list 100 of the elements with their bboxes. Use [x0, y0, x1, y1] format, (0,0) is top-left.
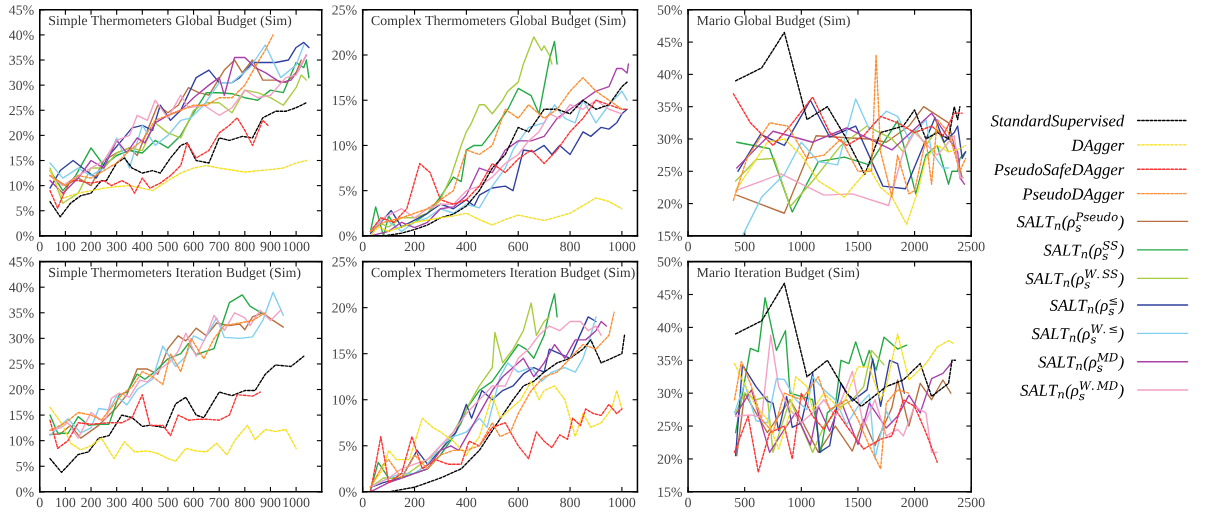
line-series: [741, 98, 950, 236]
x-tick-label: 0: [359, 497, 366, 508]
y-tick-label: 50%: [657, 5, 683, 15]
x-tick-label: 0: [359, 241, 366, 252]
line-series: [736, 112, 966, 185]
y-tick-label: 15%: [9, 156, 34, 166]
line-series: [49, 74, 308, 204]
legend-label: PseudoDAgger: [1022, 187, 1125, 204]
y-tick-label: 35%: [9, 308, 34, 318]
x-tick-label: 400: [132, 497, 153, 508]
line-series: [733, 392, 938, 473]
line-series: [732, 54, 967, 202]
y-tick-label: 15%: [332, 95, 357, 106]
x-tick-label: 400: [456, 241, 477, 252]
x-tick-label: 0: [685, 241, 691, 252]
y-tick-label: 15%: [9, 410, 34, 421]
x-tick-label: 1000: [788, 497, 815, 508]
line-series: [734, 361, 953, 454]
y-tick-label: 20%: [332, 50, 357, 60]
y-tick-label: 50%: [657, 257, 683, 267]
x-tick-label: 200: [81, 497, 101, 508]
y-tick-label: 25%: [9, 359, 34, 369]
text: SALT$_{n}$(ρ$^{Pseudo}$$_{s}$): [1016, 212, 1124, 232]
x-tick-label: 400: [456, 497, 477, 508]
y-tick-label: 20%: [9, 130, 34, 141]
x-tick-label: 2500: [957, 241, 985, 252]
y-tick-label: 5%: [16, 461, 34, 472]
legend-label: SALT$_{n}$(ρ$^{≤}$$_{s}$): [1049, 297, 1124, 316]
y-tick-label: 45%: [9, 257, 34, 267]
x-tick-label: 200: [404, 497, 425, 508]
y-tick-label: 30%: [9, 80, 34, 91]
line-series: [734, 31, 961, 176]
x-tick-label: 1000: [609, 497, 636, 508]
line-series: [49, 391, 261, 450]
legend-label: PseudoSafeDAgger: [993, 163, 1125, 179]
x-tick-label: 300: [106, 497, 127, 508]
y-tick-label: 30%: [9, 333, 34, 344]
y-tick-label: 30%: [657, 134, 683, 144]
y-tick-label: 5%: [16, 206, 34, 216]
y-tick-label: 40%: [657, 69, 683, 80]
chart-title: Complex Thermometers Iteration Budget (Sim): [371, 267, 635, 281]
x-tick-label: 1000: [609, 241, 636, 252]
x-tick-label: 600: [508, 497, 529, 508]
line-series: [49, 102, 308, 218]
line-series: [736, 105, 963, 214]
y-tick-label: 0%: [339, 231, 357, 241]
y-tick-label: 0%: [339, 487, 357, 497]
text: SALT$_{n}$(ρ$^{MD}$$_{s}$): [1038, 352, 1124, 372]
y-tick-label: 20%: [657, 199, 683, 209]
y-tick-label: 35%: [9, 55, 34, 66]
chart-title: Complex Thermometers Global Budget (Sim): [371, 15, 626, 29]
x-tick-label: 0: [36, 241, 43, 252]
line-series: [49, 159, 308, 199]
legend-label: DAgger: [1071, 139, 1125, 155]
x-tick-label: 500: [158, 497, 178, 508]
line-series: [734, 358, 906, 457]
y-tick-label: 45%: [657, 37, 683, 48]
x-tick-label: 1500: [845, 241, 872, 252]
y-tick-label: 10%: [9, 436, 34, 446]
x-tick-label: 0: [36, 497, 43, 508]
y-tick-label: 25%: [332, 257, 357, 267]
y-tick-label: 15%: [658, 231, 683, 241]
y-tick-label: 20%: [9, 385, 34, 395]
x-tick-label: 800: [234, 497, 255, 508]
line-series: [736, 120, 967, 213]
y-tick-label: 15%: [658, 487, 683, 497]
y-tick-label: 35%: [657, 355, 683, 366]
text: SALT$_{n}$(ρ$^{W.MD}$$_{s}$): [1020, 381, 1124, 401]
line-series: [733, 376, 893, 459]
x-tick-label: 1000: [283, 241, 310, 252]
y-tick-label: 20%: [657, 454, 683, 464]
x-tick-label: 2000: [901, 241, 928, 252]
line-series: [737, 99, 967, 190]
line-series: [49, 355, 305, 474]
line-series: [49, 117, 269, 209]
text: SALT$_{n}$(ρ$^{W.SS}$$_{s}$): [1025, 269, 1124, 289]
y-tick-label: 20%: [332, 303, 357, 313]
chart-title: Simple Thermometers Global Budget (Sim): [49, 15, 292, 29]
line-series: [372, 380, 623, 484]
y-tick-label: 30%: [657, 388, 683, 399]
x-tick-label: 1500: [845, 497, 872, 508]
line-series: [732, 93, 963, 147]
x-tick-label: 900: [260, 241, 281, 252]
x-tick-label: 200: [81, 241, 101, 252]
y-tick-label: 35%: [657, 102, 683, 112]
x-tick-label: 700: [209, 241, 230, 252]
chart-title: Mario Iteration Budget (Sim): [696, 267, 860, 281]
line-series: [734, 282, 957, 408]
line-series: [734, 138, 967, 225]
x-tick-label: 100: [56, 497, 76, 508]
line-series: [733, 360, 910, 470]
x-tick-label: 500: [735, 241, 755, 252]
line-series: [49, 406, 297, 462]
line-series: [734, 349, 885, 454]
line-series: [736, 379, 952, 457]
y-tick-label: 10%: [332, 395, 357, 405]
text: SALT$_{n}$(ρ$^{W.≤}$$_{s}$): [1031, 324, 1124, 344]
legend-label: StandardSupervised: [990, 114, 1125, 130]
y-tick-label: 0%: [16, 487, 34, 497]
x-tick-label: 700: [209, 497, 230, 508]
